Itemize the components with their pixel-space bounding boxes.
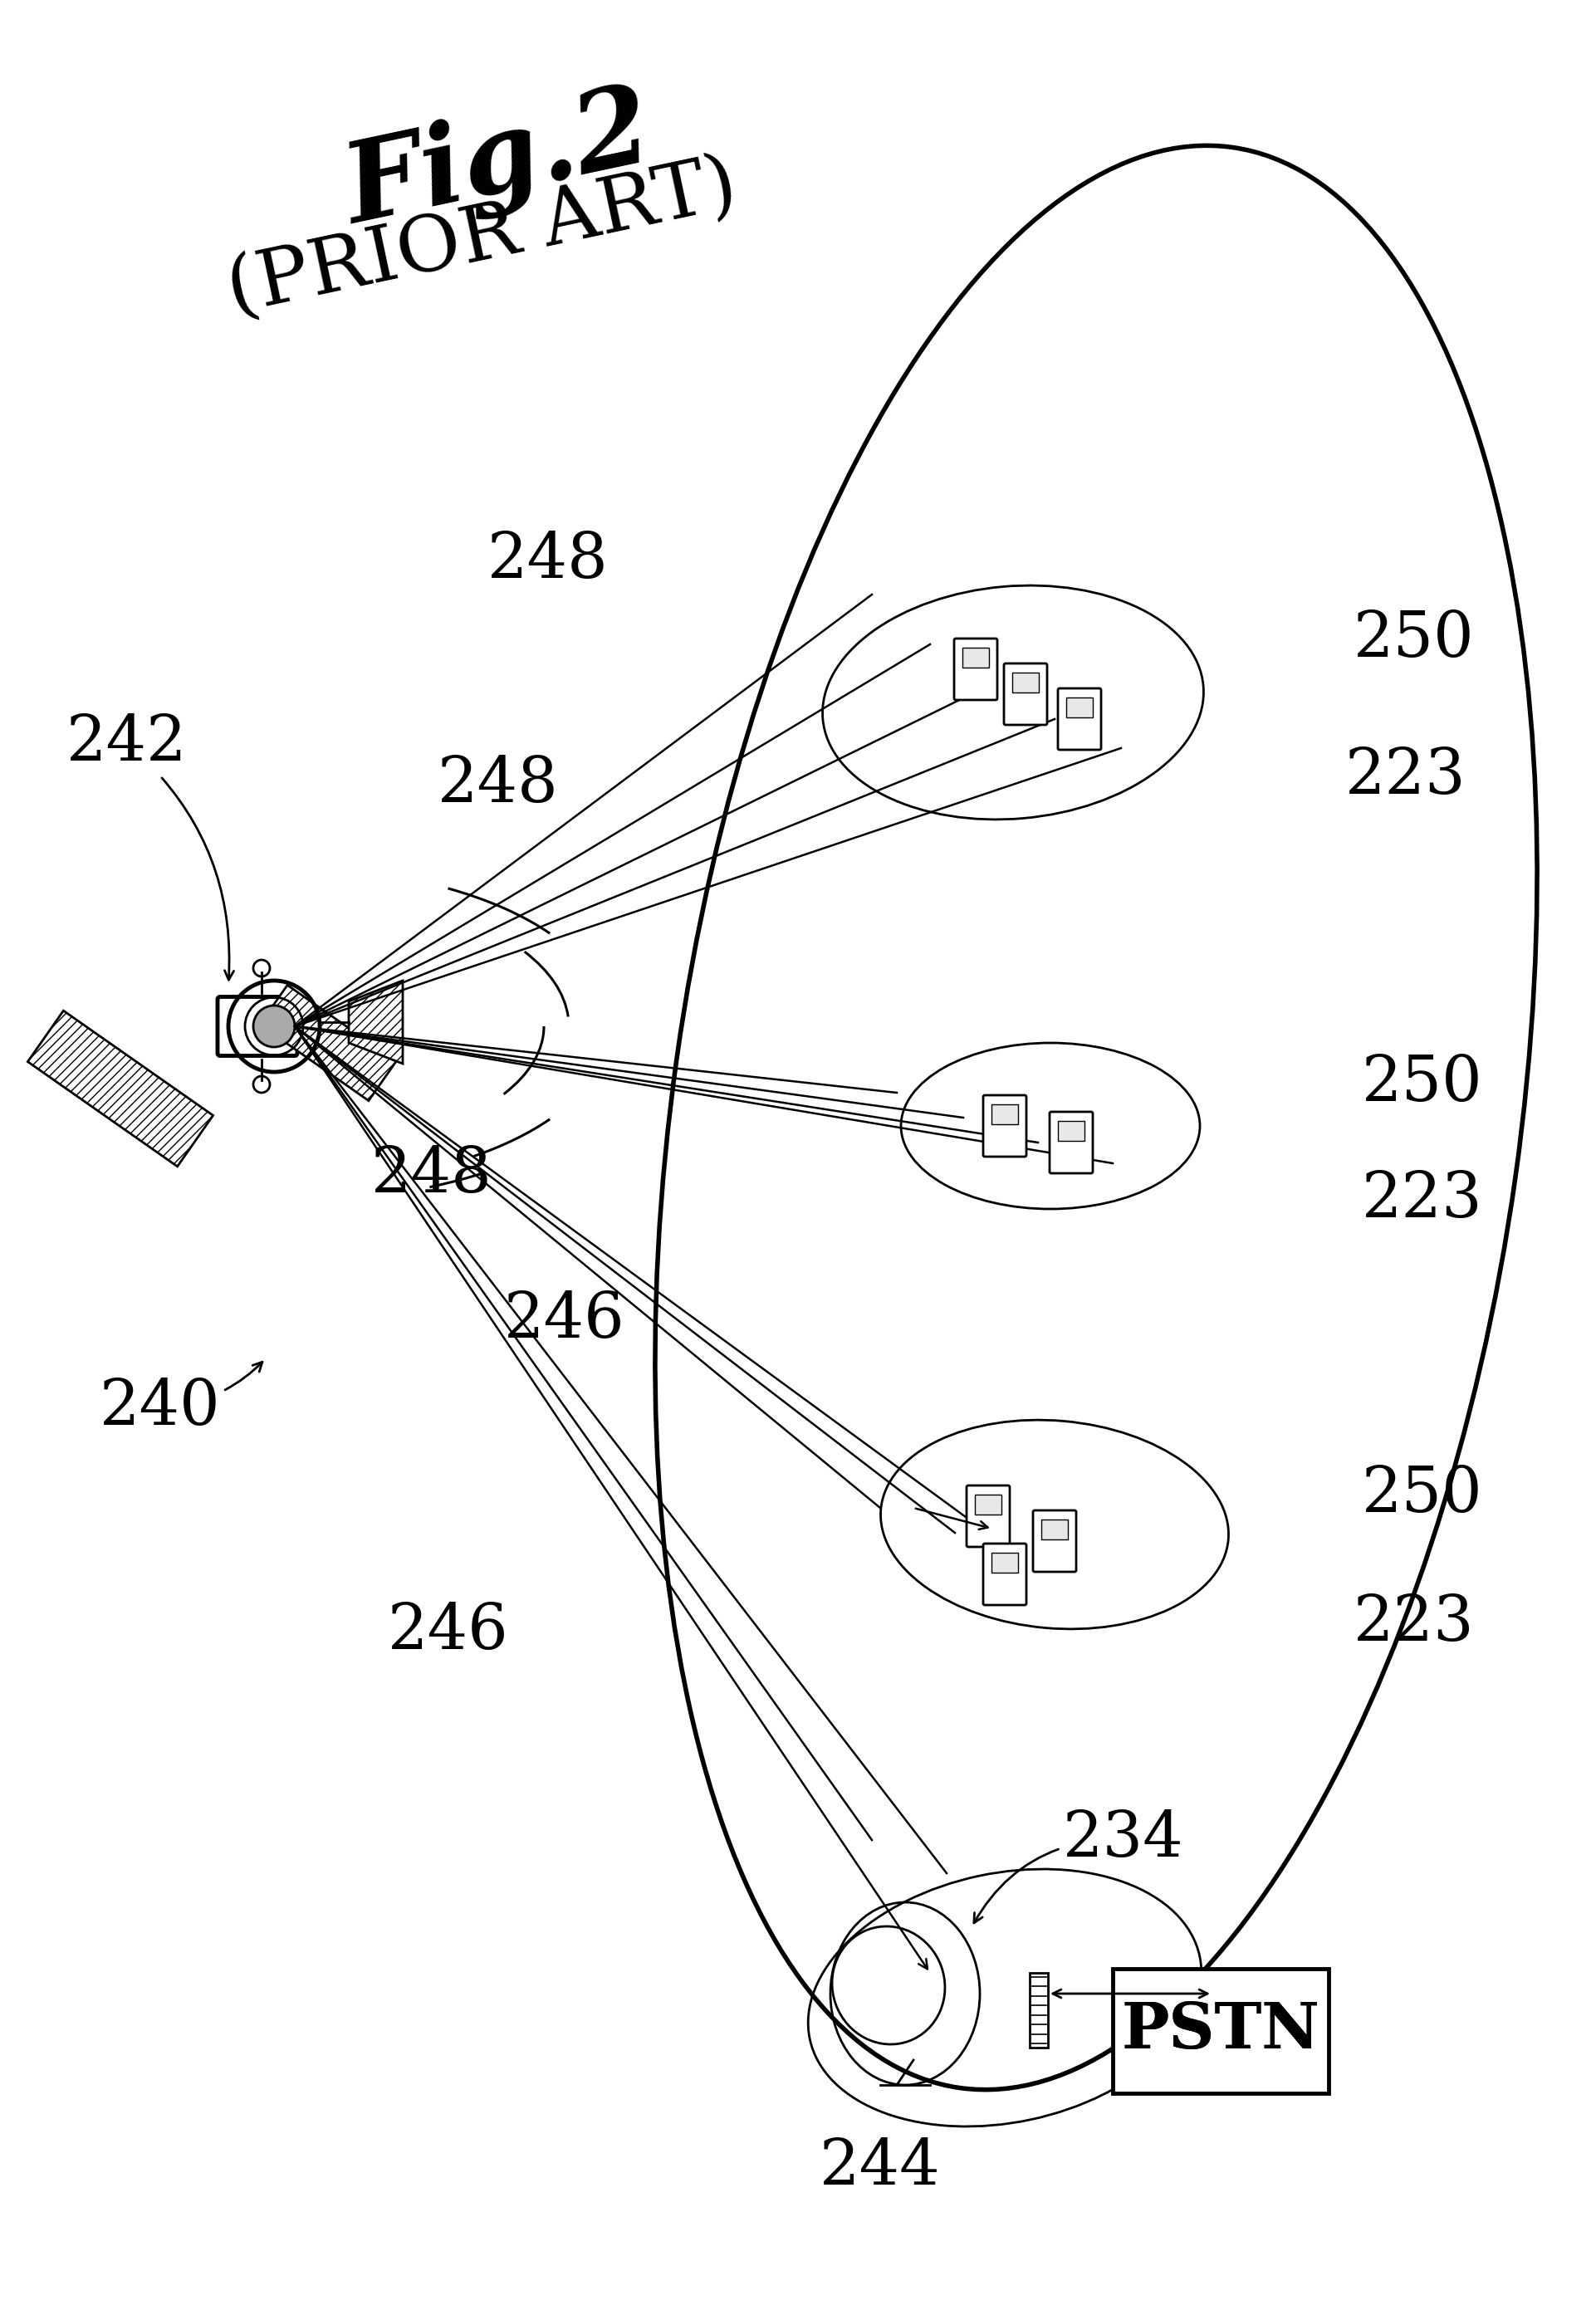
Text: 242: 242 xyxy=(67,712,233,980)
Bar xyxy=(962,648,988,668)
Text: 250: 250 xyxy=(1361,1053,1483,1113)
Text: 240: 240 xyxy=(99,1362,262,1438)
Text: 250: 250 xyxy=(1361,1464,1483,1526)
Bar xyxy=(1012,673,1039,692)
Text: 248: 248 xyxy=(372,1143,492,1206)
FancyBboxPatch shape xyxy=(1050,1111,1093,1173)
Bar xyxy=(991,1104,1018,1125)
FancyBboxPatch shape xyxy=(983,1095,1026,1157)
Bar xyxy=(1066,696,1092,717)
Bar xyxy=(1042,1519,1068,1540)
Text: PSTN: PSTN xyxy=(1122,2001,1320,2061)
Text: 244: 244 xyxy=(820,2137,940,2199)
Polygon shape xyxy=(260,984,396,1102)
Polygon shape xyxy=(350,980,402,1063)
Text: 223: 223 xyxy=(1345,745,1467,807)
FancyBboxPatch shape xyxy=(1004,664,1047,724)
Bar xyxy=(1058,1120,1084,1141)
FancyBboxPatch shape xyxy=(967,1484,1010,1547)
Text: PSTN: PSTN xyxy=(1122,2001,1320,2061)
Bar xyxy=(975,1494,1001,1514)
FancyBboxPatch shape xyxy=(217,996,297,1056)
Bar xyxy=(991,1551,1018,1572)
Polygon shape xyxy=(27,1010,214,1166)
Text: 250: 250 xyxy=(1353,609,1475,671)
Text: 223: 223 xyxy=(1361,1169,1483,1231)
Text: 223: 223 xyxy=(1353,1593,1475,1655)
FancyBboxPatch shape xyxy=(1033,1510,1076,1572)
FancyBboxPatch shape xyxy=(1112,1968,1328,2093)
Text: 246: 246 xyxy=(388,1602,509,1662)
Bar xyxy=(1029,1973,1049,2047)
Text: 248: 248 xyxy=(437,754,559,816)
Text: Fig.2: Fig.2 xyxy=(335,78,661,249)
Circle shape xyxy=(254,1005,295,1046)
FancyBboxPatch shape xyxy=(954,638,998,701)
Text: 248: 248 xyxy=(487,530,608,590)
Text: 246: 246 xyxy=(504,1288,626,1351)
Text: (PRIOR ART): (PRIOR ART) xyxy=(220,148,744,327)
FancyBboxPatch shape xyxy=(983,1544,1026,1604)
Text: 234: 234 xyxy=(974,1809,1184,1922)
FancyBboxPatch shape xyxy=(1058,689,1101,749)
